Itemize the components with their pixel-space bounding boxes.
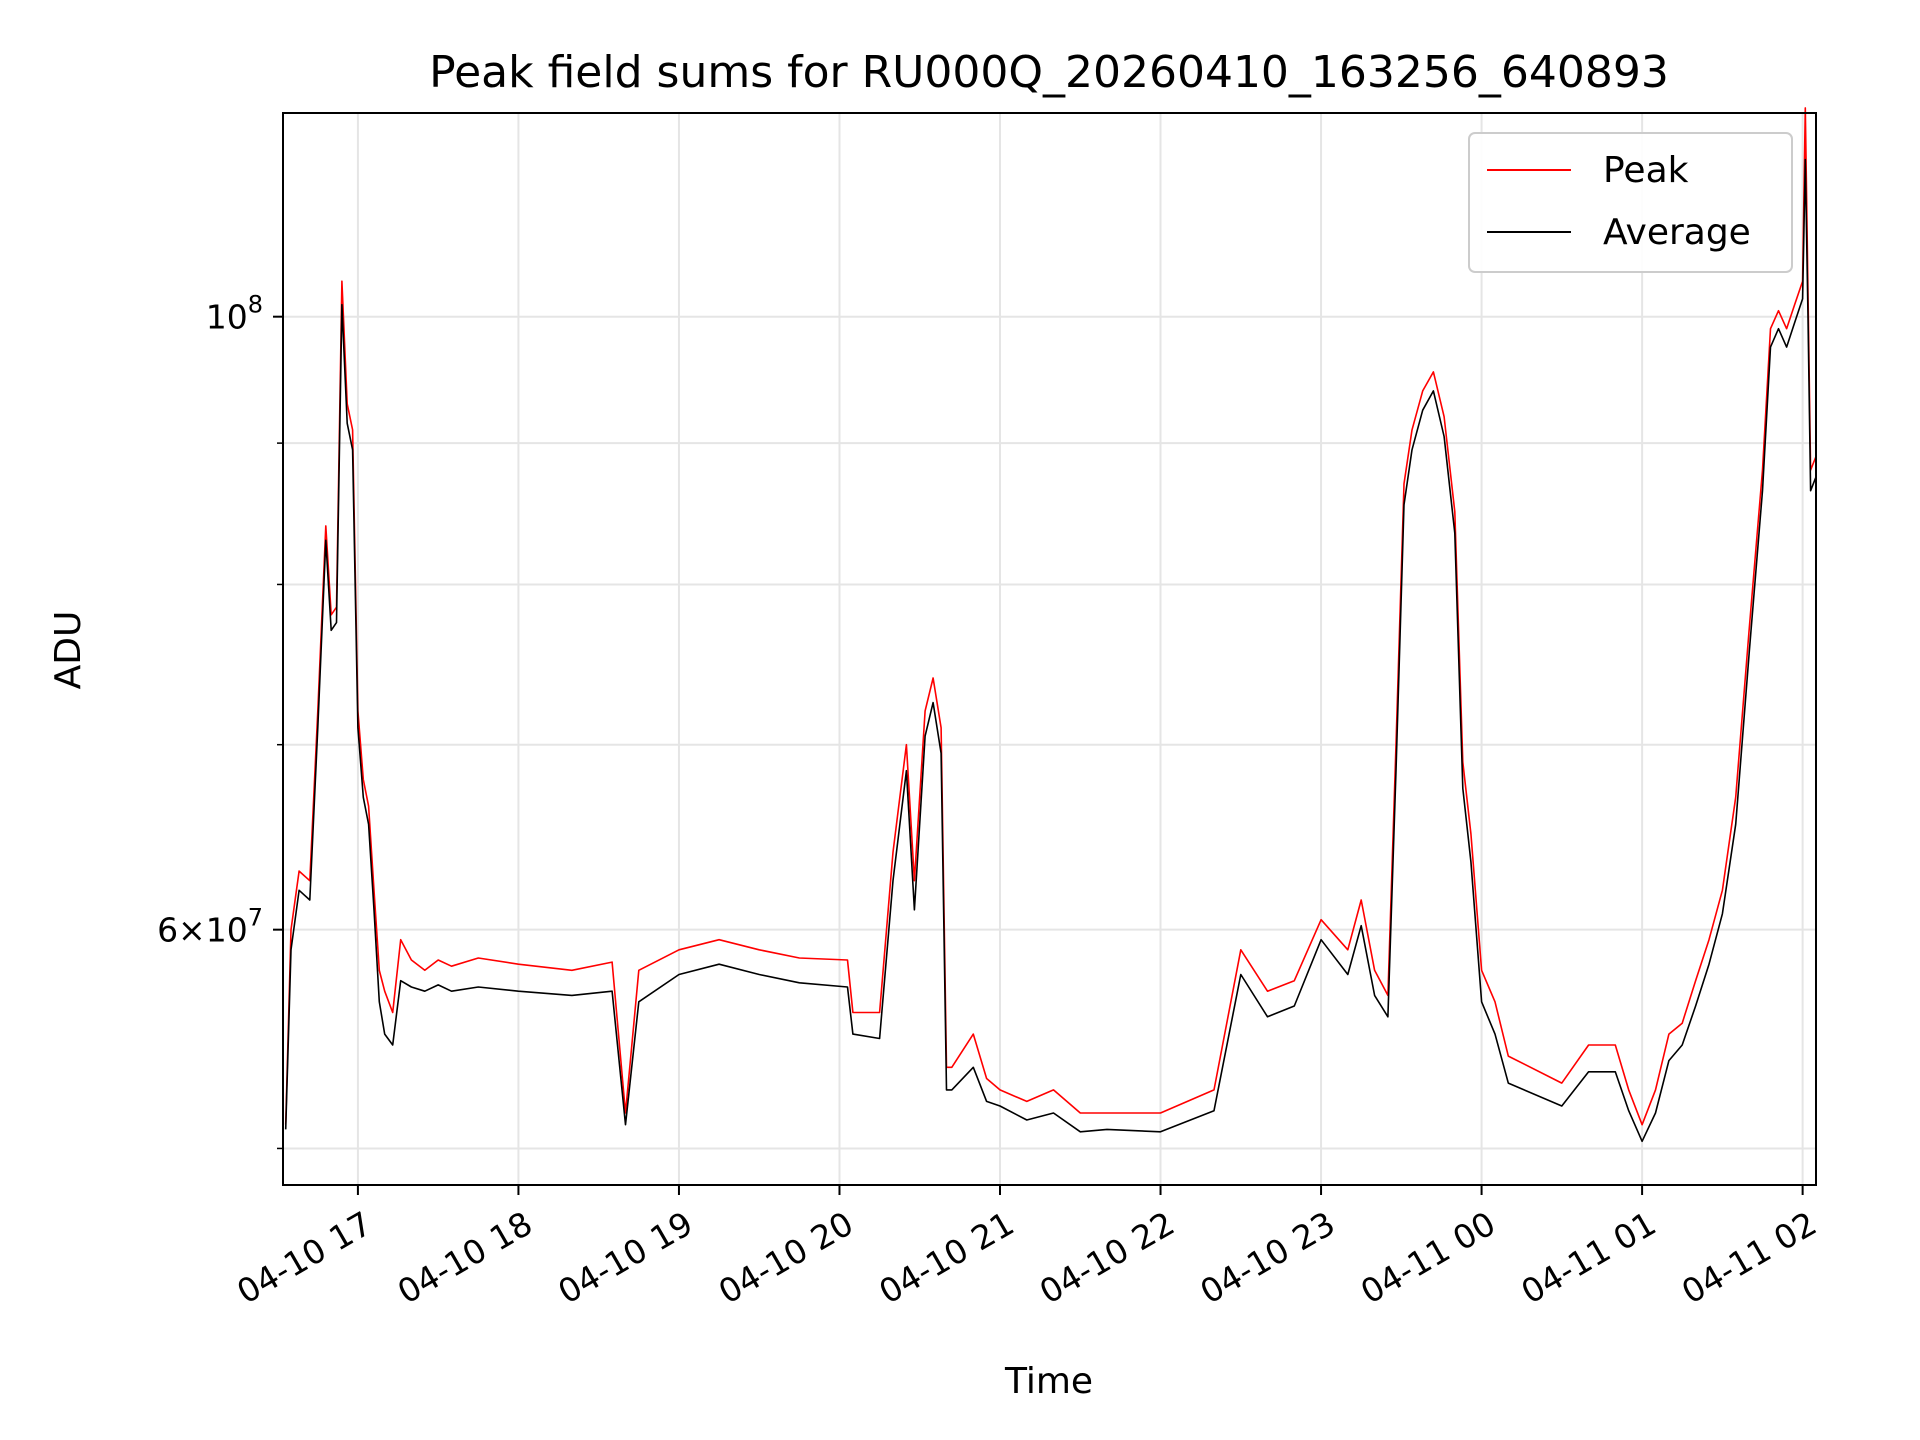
legend-label-average: Average [1603,212,1751,253]
legend: Peak Average [1468,132,1793,273]
series-layer [284,107,1817,1143]
series-line-average [284,158,1817,1143]
y-tick-label: 6×107 [157,904,263,950]
grid [283,113,1816,1185]
y-axis-label: ADU [48,611,89,690]
legend-box [1468,132,1793,273]
series-line-peak [284,107,1817,1126]
y-tick-label: 108 [206,291,263,337]
chart-title: Peak field sums for RU000Q_20260410_1632… [429,47,1669,98]
legend-label-peak: Peak [1603,150,1689,191]
x-axis-label: Time [1004,1361,1093,1402]
plot-area-frame [282,112,1817,1186]
y-axis: 108 6×107 [157,291,283,1150]
